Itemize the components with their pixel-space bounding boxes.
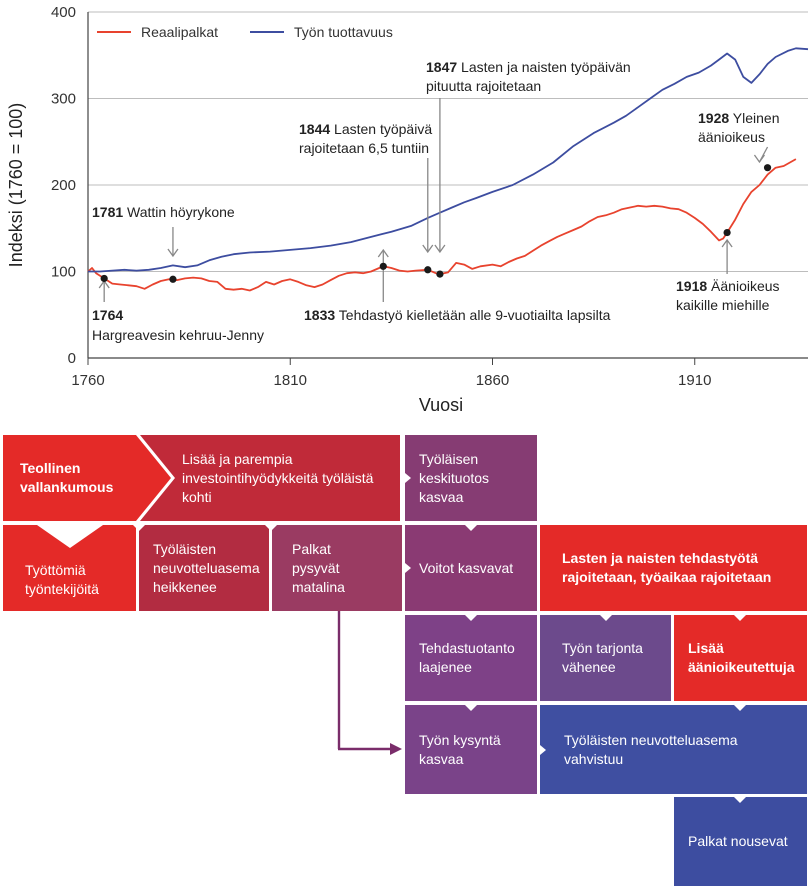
annotation-1918-line2: kaikille miehille bbox=[676, 297, 770, 313]
box-tyon-kysynta: Työn kysyntä kasvaa bbox=[405, 705, 537, 794]
annotation-1928: 1928 Yleinen bbox=[698, 110, 780, 126]
box-lasten-naisten-tyo: Lasten ja naisten tehdastyötä rajoitetaa… bbox=[540, 525, 807, 611]
y-tick-label: 0 bbox=[68, 350, 76, 367]
marker-point bbox=[379, 262, 387, 270]
annotation-arrowhead bbox=[167, 248, 179, 258]
legend-label-tyon-tuottavuus: Työn tuottavuus bbox=[294, 24, 393, 40]
arrow-notch-icon bbox=[734, 797, 746, 803]
investoinnit-box-shape bbox=[140, 435, 400, 521]
arrow-notch-icon bbox=[405, 473, 411, 483]
box-teollinen-vallankumous: Teollinen vallankumous bbox=[20, 460, 114, 495]
connector-arrowhead-icon bbox=[390, 743, 402, 755]
annotation-arrowhead bbox=[422, 244, 434, 254]
annotation-1844-line2: rajoitetaan 6,5 tuntiin bbox=[299, 140, 429, 156]
box-palkat-matalina: Palkat pysyvät matalina bbox=[272, 525, 402, 611]
teollinen-box-shape bbox=[3, 435, 171, 521]
marker-point bbox=[723, 228, 731, 237]
marker-point bbox=[436, 270, 444, 278]
box-neuvotteluasema-heikkenee: Työläisten neuvotteluasema heikkenee bbox=[139, 525, 269, 611]
annotation-1844: 1844 Lasten työpäivä bbox=[299, 121, 432, 137]
box-aanioikeutettuja: Lisää äänioikeutettuja bbox=[674, 615, 807, 701]
annotation-arrowhead bbox=[377, 248, 389, 258]
y-tick-label: 400 bbox=[51, 4, 76, 21]
x-axis: 1760 1810 1860 1910 bbox=[71, 358, 711, 389]
annotation-1928-line2: äänioikeus bbox=[698, 129, 765, 145]
annotation-arrows bbox=[98, 98, 769, 302]
arrow-notch-icon bbox=[734, 705, 746, 711]
arrow-notch-icon bbox=[465, 525, 477, 531]
arrow-notch-icon bbox=[600, 615, 612, 621]
arrow-notch-icon bbox=[465, 615, 477, 621]
annotation-1847-line2: pituutta rajoitetaan bbox=[426, 78, 541, 94]
annotation-1781: 1781 Wattin höyrykone bbox=[92, 204, 235, 220]
arrow-notch-icon bbox=[265, 525, 277, 531]
box-investoinnit: Lisää ja parempia investointihyödykkeitä… bbox=[182, 450, 374, 505]
box-neuvotteluasema-vahvistuu: Työläisten neuvotteluasema vahvistuu bbox=[540, 705, 807, 794]
marker-point bbox=[169, 275, 177, 283]
annotations: 1847 Lasten ja naisten työpäivän pituutt… bbox=[92, 59, 780, 343]
annotation-arrowhead bbox=[721, 238, 733, 248]
arrow-notch-icon bbox=[734, 615, 746, 621]
line-chart: 0 100 200 300 400 1760 1810 1860 1910 Indeksi (… bbox=[6, 4, 809, 415]
annotation-arrowhead bbox=[434, 244, 446, 254]
box-palkat-nousevat: Palkat nousevat bbox=[674, 797, 807, 886]
x-axis-title: Vuosi bbox=[419, 395, 463, 415]
box-tehdastuotanto: Tehdastuotanto laajenee bbox=[405, 615, 537, 701]
x-tick-label: 1810 bbox=[274, 372, 307, 389]
x-tick-label: 1760 bbox=[71, 372, 104, 389]
box-tyon-tarjonta: Työn tarjonta vähenee bbox=[540, 615, 671, 701]
annotation-arrowhead bbox=[753, 154, 765, 164]
event-markers bbox=[100, 164, 772, 283]
box-tyottomia: Työttömiä työntekijöitä bbox=[25, 562, 99, 597]
arrow-notch-icon bbox=[405, 563, 411, 573]
tyottomia-box-shape bbox=[3, 525, 136, 611]
legend-label-reaalipalkat: Reaalipalkat bbox=[141, 24, 218, 40]
legend: Reaalipalkat Työn tuottavuus bbox=[97, 24, 393, 40]
marker-point bbox=[100, 274, 108, 283]
y-tick-label: 200 bbox=[51, 177, 76, 194]
x-tick-label: 1910 bbox=[678, 372, 711, 389]
y-axis-title: Indeksi (1760 = 100) bbox=[6, 103, 26, 268]
marker-point bbox=[763, 164, 772, 172]
y-axis: 0 100 200 300 400 bbox=[51, 4, 76, 367]
annotation-1918: 1918 Äänioikeus bbox=[676, 278, 780, 294]
arrow-notch-icon bbox=[540, 745, 546, 755]
marker-point bbox=[424, 266, 432, 274]
annotation-1764: 1764 bbox=[92, 307, 123, 323]
x-tick-label: 1860 bbox=[476, 372, 509, 389]
box-voitot-kasvavat: Voitot kasvavat bbox=[405, 525, 537, 611]
arrow-notch-icon bbox=[133, 525, 145, 531]
y-tick-label: 300 bbox=[51, 91, 76, 108]
series-tyon-tuottavuus bbox=[88, 47, 809, 273]
arrow-notch-icon bbox=[465, 705, 477, 711]
annotation-1764-line2: Hargreavesin kehruu-Jenny bbox=[92, 327, 264, 343]
annotation-1833: 1833 Tehdastyö kielletään alle 9-vuotiai… bbox=[304, 307, 611, 323]
y-tick-label: 100 bbox=[51, 264, 76, 281]
annotation-1847: 1847 Lasten ja naisten työpäivän bbox=[426, 59, 631, 75]
box-keskituotos: Työläisen keskituotos kasvaa bbox=[405, 435, 537, 521]
